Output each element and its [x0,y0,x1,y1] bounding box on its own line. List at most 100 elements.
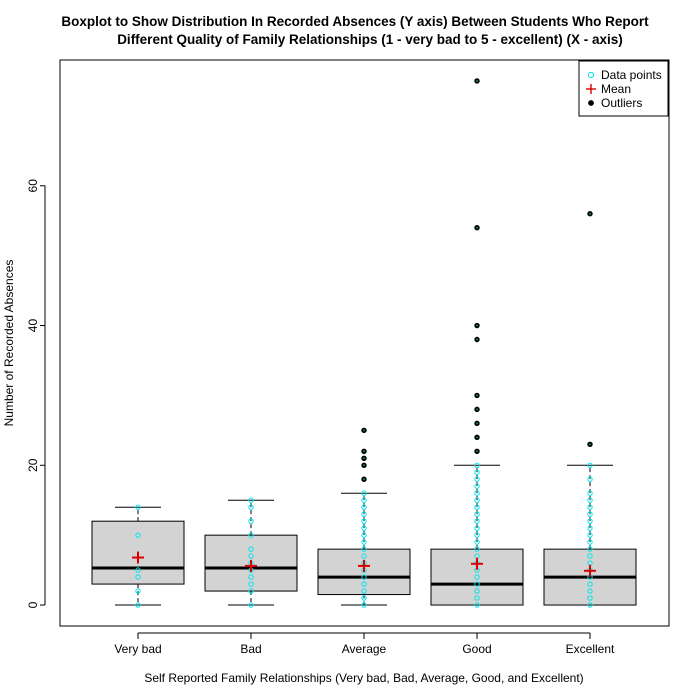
outlier-point-center [589,443,591,446]
data-point [474,574,480,580]
data-point [135,504,141,510]
data-point [474,595,480,601]
data-point [474,539,480,545]
data-point [135,588,141,594]
data-point [135,567,141,573]
outlier-point-center [476,79,478,82]
data-point [248,581,254,587]
chart-title-line-2: Different Quality of Family Relationship… [117,32,623,47]
y-tick-label: 0 [26,601,40,608]
data-point [361,532,367,538]
data-point [474,497,480,503]
data-point [587,504,593,510]
data-point [361,539,367,545]
data-point [474,546,480,552]
y-axis: 0 20 40 60 [26,179,46,608]
data-point [587,546,593,552]
data-point [248,532,254,538]
outlier-point-center [476,436,478,439]
outlier-point-center [476,324,478,327]
data-point [361,581,367,587]
y-tick-label: 40 [26,319,40,333]
data-point [474,532,480,538]
data-point [474,581,480,587]
data-point [474,602,480,608]
data-point [248,518,254,524]
legend-label: Mean [601,82,631,96]
data-point [135,574,141,580]
outlier-point-center [363,429,365,432]
data-point [474,588,480,594]
data-point [474,490,480,496]
data-point [361,490,367,496]
data-point [248,553,254,559]
data-point [361,588,367,594]
outlier-point-center [476,408,478,411]
x-tick-label: Good [462,642,491,656]
data-point [248,574,254,580]
data-point [474,483,480,489]
box-group-bad [204,497,298,608]
data-point [361,546,367,552]
data-point [135,602,141,608]
data-point [587,539,593,545]
box-iqr [430,548,524,606]
data-point [361,525,367,531]
x-axis: Very bad Bad Average Good Excellent [114,632,615,656]
outlier-point-center [476,226,478,229]
data-point [474,518,480,524]
data-point [248,588,254,594]
x-tick-label: Excellent [566,642,615,656]
data-point [361,504,367,510]
y-tick-label: 20 [26,458,40,472]
x-tick-label: Very bad [114,642,161,656]
outlier-point-center [363,450,365,453]
data-point [361,511,367,517]
data-point [248,602,254,608]
data-point [587,497,593,503]
boxes-layer [91,78,637,608]
data-point [587,595,593,601]
x-tick-label: Average [342,642,387,656]
box-group-average [317,427,411,608]
data-point [587,476,593,482]
data-point [361,518,367,524]
plot-area-frame [59,59,670,627]
data-point [361,595,367,601]
data-point [474,504,480,510]
y-tick-label: 60 [26,179,40,193]
data-point [474,469,480,475]
outlier-point-center [363,457,365,460]
data-point [587,518,593,524]
data-point [361,553,367,559]
data-point [248,504,254,510]
outlier-point-center [363,464,365,467]
data-point [587,553,593,559]
data-point [587,525,593,531]
data-point [361,602,367,608]
legend-label: Outliers [601,96,642,110]
outlier-point-center [476,338,478,341]
data-point [474,476,480,482]
data-point [474,525,480,531]
legend-symbol-outliers [588,100,594,106]
data-point [587,511,593,517]
y-axis-label: Number of Recorded Absences [2,260,16,427]
data-point [587,490,593,496]
box-group-very-bad [91,504,185,608]
data-point [474,462,480,468]
x-axis-label: Self Reported Family Relationships (Very… [144,671,583,685]
data-point [248,546,254,552]
data-point [248,497,254,503]
data-point [587,581,593,587]
outlier-point-center [589,212,591,215]
outlier-point-center [363,478,365,481]
box-group-good [430,78,524,608]
data-point [474,511,480,517]
outlier-point-center [476,422,478,425]
outlier-point-center [476,450,478,453]
data-point [587,462,593,468]
legend-label: Data points [601,68,662,82]
